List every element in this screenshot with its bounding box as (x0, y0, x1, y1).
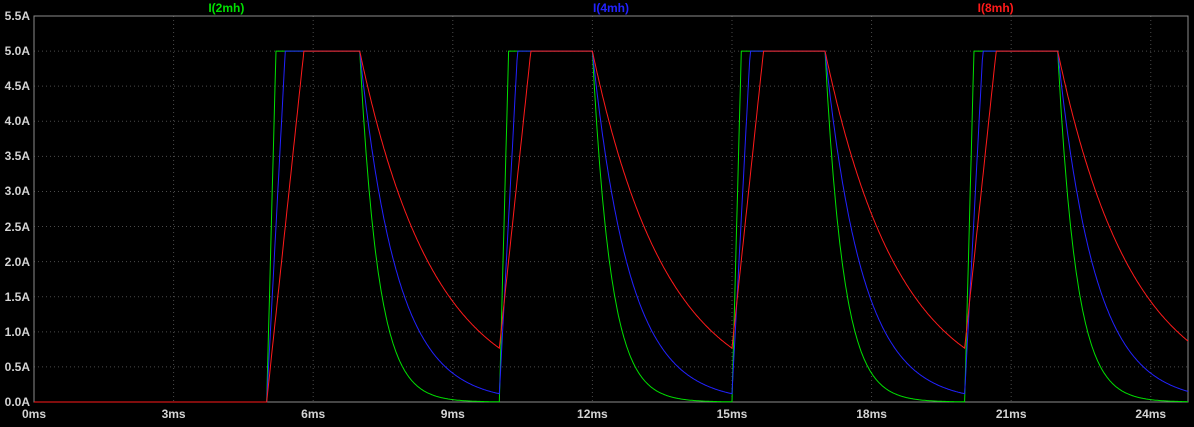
x-tick-label: 18ms (856, 407, 887, 421)
y-tick-label: 5.5A (4, 9, 30, 23)
y-tick-label: 5.0A (4, 44, 30, 59)
x-tick-label: 0ms (21, 407, 47, 421)
plot-border (33, 15, 1189, 403)
y-tick-label: 2.5A (4, 219, 30, 234)
x-tick-label: 9ms (440, 407, 465, 421)
grid (33, 15, 1188, 403)
x-tick-label: 15ms (716, 407, 748, 421)
y-tick-label: 4.0A (4, 114, 30, 129)
legend-item-trace-2[interactable]: I(4mh) (593, 1, 629, 15)
x-tick-label: 12ms (577, 407, 608, 421)
traces (34, 50, 1189, 403)
legend-item-trace-3[interactable]: I(8mh) (977, 1, 1014, 15)
trace-i-8mh[interactable] (34, 50, 1189, 403)
y-tick-label: 2.0A (4, 254, 30, 269)
y-tick-label: 1.5A (4, 289, 30, 304)
y-tick-label: 0.5A (4, 359, 30, 374)
y-tick-label: 1.0A (4, 324, 30, 339)
x-tick-label: 6ms (301, 407, 326, 421)
y-tick-label: 0.0A (4, 395, 30, 409)
y-tick-label: 3.5A (4, 149, 30, 164)
legend-item-trace-1[interactable]: I(2mh) (208, 1, 245, 15)
y-tick-label: 3.0A (4, 184, 30, 199)
x-tick-label: 21ms (995, 407, 1027, 421)
x-tick-label: 3ms (161, 407, 186, 421)
y-tick-label: 4.5A (4, 79, 30, 94)
x-tick-label: 24ms (1135, 407, 1167, 421)
